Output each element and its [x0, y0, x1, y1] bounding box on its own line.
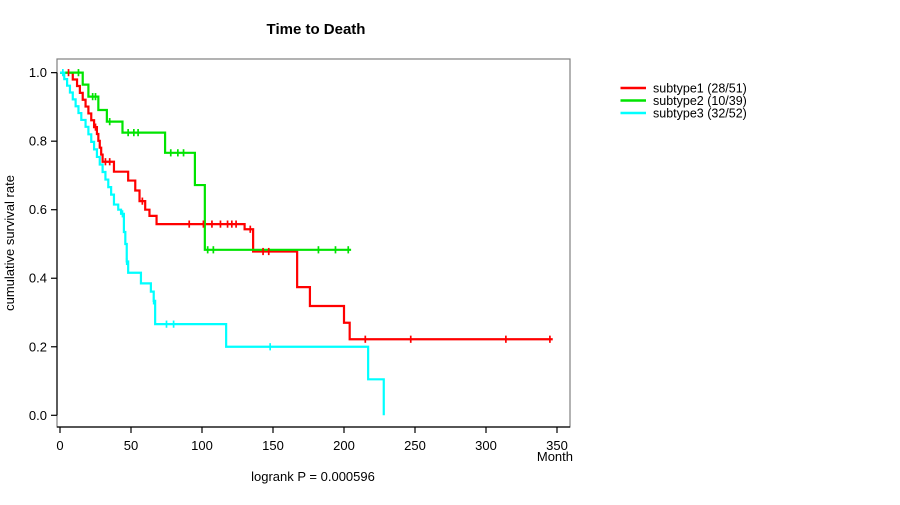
survival-curve-subtype3 — [60, 71, 385, 416]
legend-label-1: subtype1 (28/51) — [653, 81, 747, 95]
x-axis: 0 50 100 150 200 250 300 350 — [56, 426, 570, 453]
x-tick-label: 350 — [546, 438, 568, 453]
x-tick-label: 250 — [404, 438, 426, 453]
x-tick-label: 300 — [475, 438, 497, 453]
legend: subtype1 (28/51)subtype2 (10/39)subtype3… — [620, 81, 747, 120]
y-tick-label: 0.8 — [29, 134, 47, 149]
x-tick-label: 100 — [191, 438, 213, 453]
y-tick-label: 0.6 — [29, 202, 47, 217]
legend-label-3: subtype3 (32/52) — [653, 106, 747, 120]
x-axis-label: Month — [537, 449, 573, 464]
x-tick-label: 0 — [56, 438, 63, 453]
legend-label-2: subtype2 (10/39) — [653, 94, 747, 108]
survival-curve-subtype2 — [60, 71, 352, 251]
page-title: Time to Death — [267, 21, 366, 38]
y-tick-label: 0.2 — [29, 339, 47, 354]
y-axis: 0.0 0.2 0.4 0.6 0.8 1.0 — [29, 65, 58, 423]
y-axis-label: cumulative survival rate — [2, 175, 17, 311]
censor-marks — [61, 69, 551, 351]
x-tick-label: 50 — [124, 438, 138, 453]
y-tick-label: 0.0 — [29, 408, 47, 423]
y-tick-label: 1.0 — [29, 65, 47, 80]
y-tick-label: 0.4 — [29, 271, 47, 286]
logrank-annotation: logrank P = 0.000596 — [251, 469, 375, 484]
x-tick-label: 150 — [262, 438, 284, 453]
x-tick-label: 200 — [333, 438, 355, 453]
survival-curves — [60, 71, 553, 416]
survival-curve-subtype1 — [60, 71, 553, 341]
